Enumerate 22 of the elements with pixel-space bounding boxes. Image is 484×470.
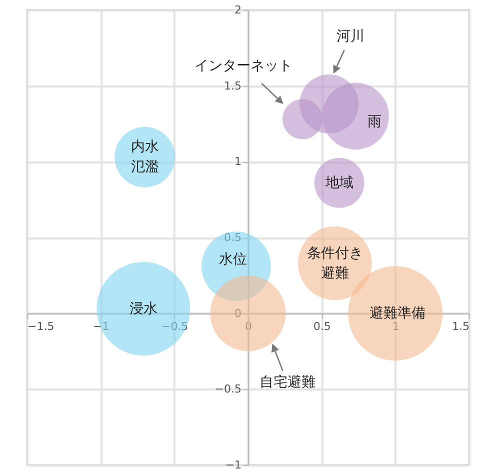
y-tick-label: 2 [234, 4, 242, 16]
annotation: 自宅避難 [259, 374, 316, 391]
x-tick-label: 1.5 [452, 320, 470, 333]
annotation: インターネット [194, 58, 292, 74]
x-tick-label: −0.5 [161, 320, 188, 333]
y-tick-label: −1 [225, 458, 242, 470]
x-tick-label: 0.5 [313, 320, 331, 333]
annotation: 地域 [324, 174, 354, 191]
x-tick-label: 1 [392, 320, 400, 333]
annotation: 内水氾濫 [130, 139, 159, 176]
y-tick-label: 0 [234, 306, 242, 320]
annotation: 避難準備 [369, 305, 426, 322]
annotation: 浸水 [129, 300, 158, 317]
y-tick-label: −0.5 [214, 382, 242, 396]
y-tick-label: 1.5 [224, 79, 242, 92]
y-tick-label: 0.5 [224, 231, 242, 244]
annotation: 水位 [219, 251, 248, 268]
annotation: 河川 [336, 28, 364, 45]
annotation: 雨 [368, 114, 382, 130]
annotation: 条件付き避難 [306, 245, 363, 282]
y-tick-label: 1 [234, 155, 242, 168]
x-tick-label: −1.5 [28, 320, 54, 333]
